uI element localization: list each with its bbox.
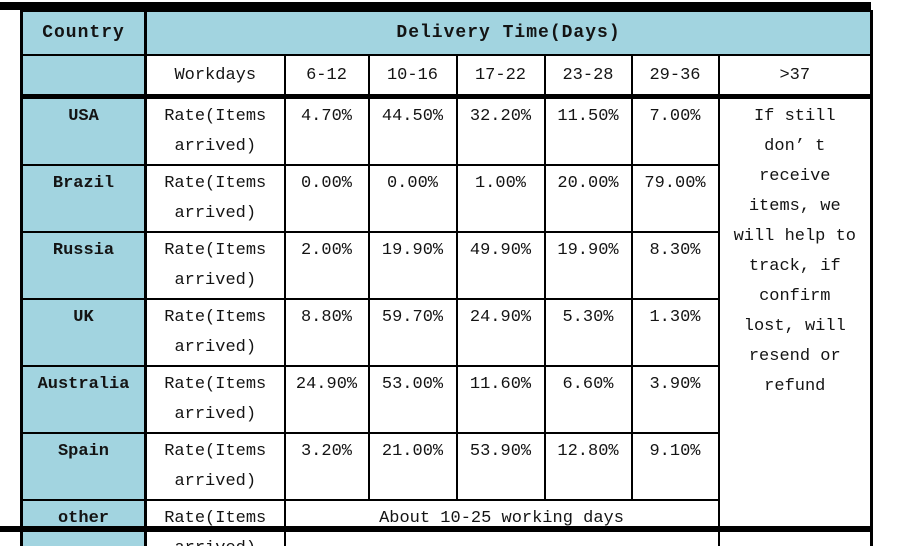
subheader-range-23-28: 23-28: [543, 54, 633, 99]
rate-label-cell: Rate(Items arrived): [144, 164, 286, 233]
table-row: Spain Rate(Items arrived) 3.20% 21.00% 5…: [20, 432, 872, 501]
rate-value-cell: 6.60%: [543, 365, 633, 434]
rate-label-cell: Rate(Items arrived): [144, 499, 286, 546]
subheader-range-10-16: 10-16: [367, 54, 458, 99]
rate-value-cell: 8.80%: [283, 298, 370, 367]
rate-value-cell: 19.90%: [367, 231, 458, 300]
country-cell: Brazil: [20, 164, 147, 233]
rate-value-cell: 3.90%: [630, 365, 720, 434]
rate-value-cell: 53.90%: [455, 432, 546, 501]
subheader-range-17-22: 17-22: [455, 54, 546, 99]
table-row: Russia Rate(Items arrived) 2.00% 19.90% …: [20, 231, 872, 300]
rate-value-cell: 24.90%: [283, 365, 370, 434]
bottom-border-bar: [0, 526, 871, 532]
table-row: USA Rate(Items arrived) 4.70% 44.50% 32.…: [20, 95, 873, 546]
table-row: Workdays 6-12 10-16 17-22 23-28 29-36 >3…: [20, 54, 873, 99]
country-cell: USA: [20, 95, 147, 166]
rate-value-cell: 21.00%: [367, 432, 458, 501]
rate-value-cell: 59.70%: [367, 298, 458, 367]
rate-value-cell: 32.20%: [455, 95, 546, 166]
rate-value-cell: 5.30%: [543, 298, 633, 367]
rate-value-cell: 4.70%: [283, 95, 370, 166]
rate-label-cell: Rate(Items arrived): [144, 95, 286, 166]
country-header-cell: Country: [20, 10, 147, 56]
rate-value-cell: 20.00%: [543, 164, 633, 233]
subheader-range-gt37: >37: [717, 54, 873, 99]
rate-label-cell: Rate(Items arrived): [144, 365, 286, 434]
country-cell: Spain: [20, 432, 147, 501]
top-border-bar: [0, 2, 871, 10]
rate-value-cell: 49.90%: [455, 231, 546, 300]
rate-value-cell: 12.80%: [543, 432, 633, 501]
rate-value-cell: 19.90%: [543, 231, 633, 300]
table-row: UK Rate(Items arrived) 8.80% 59.70% 24.9…: [20, 298, 872, 367]
rate-label-cell: Rate(Items arrived): [144, 432, 286, 501]
subheader-range-6-12: 6-12: [283, 54, 370, 99]
rate-value-cell: 79.00%: [630, 164, 720, 233]
rate-value-cell: 9.10%: [630, 432, 720, 501]
table-row: Australia Rate(Items arrived) 24.90% 53.…: [20, 365, 872, 434]
rate-value-cell: 24.90%: [455, 298, 546, 367]
rate-value-cell: 53.00%: [367, 365, 458, 434]
country-cell: Australia: [20, 365, 147, 434]
table-row: Brazil Rate(Items arrived) 0.00% 0.00% 1…: [20, 164, 872, 233]
rate-value-cell: 0.00%: [283, 164, 370, 233]
country-cell: UK: [20, 298, 147, 367]
subheader-range-29-36: 29-36: [630, 54, 720, 99]
rate-value-cell: 1.00%: [455, 164, 546, 233]
rate-value-cell: 7.00%: [630, 95, 720, 166]
rate-value-cell: 3.20%: [283, 432, 370, 501]
rate-value-cell: 2.00%: [283, 231, 370, 300]
rate-value-cell: 44.50%: [367, 95, 458, 166]
rate-value-cell: 8.30%: [630, 231, 720, 300]
table-row: Country Delivery Time(Days): [20, 10, 873, 56]
rate-value-cell: 11.60%: [455, 365, 546, 434]
rate-value-cell: 0.00%: [367, 164, 458, 233]
delivery-time-table: Country Delivery Time(Days) Workdays 6-1…: [20, 10, 874, 546]
rate-value-cell: 11.50%: [543, 95, 633, 166]
rate-label-cell: Rate(Items arrived): [144, 298, 286, 367]
country-cell: other: [20, 499, 147, 546]
subheader-country-blank: [20, 54, 147, 99]
rate-value-cell: 1.30%: [630, 298, 720, 367]
gt37-note-cell: If still don’ t receive items, we will h…: [717, 95, 873, 546]
delivery-time-title-cell: Delivery Time(Days): [144, 10, 873, 56]
table-row: other Rate(Items arrived) About 10-25 wo…: [20, 499, 872, 546]
rate-label-cell: Rate(Items arrived): [144, 231, 286, 300]
other-note-cell: About 10-25 working days: [283, 499, 720, 546]
country-cell: Russia: [20, 231, 147, 300]
subheader-workdays: Workdays: [144, 54, 286, 99]
